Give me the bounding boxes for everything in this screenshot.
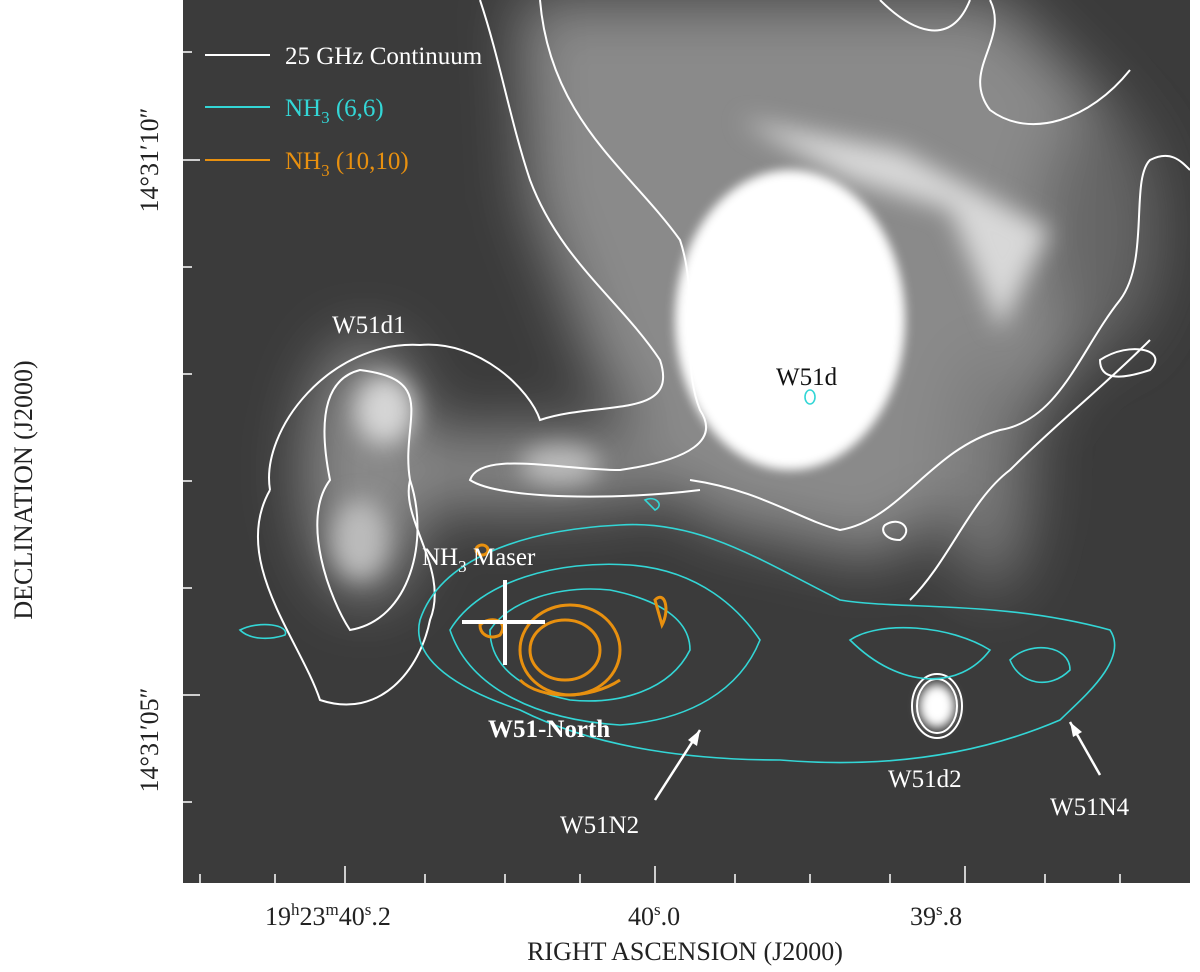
ticks bbox=[183, 51, 1121, 883]
x-tick-label: 40s.0 bbox=[628, 900, 680, 931]
y-tick-label: 14°31′05″ bbox=[135, 688, 164, 793]
legend-label: NH3 (6,6) bbox=[285, 95, 384, 127]
axes: 14°31′10″ 14°31′05″ DECLINATION (J2000) … bbox=[9, 108, 962, 966]
image bbox=[183, 0, 1190, 883]
annotation: W51d2 bbox=[888, 766, 962, 793]
annotation: NH3 Maser bbox=[422, 544, 536, 576]
annotation: W51N2 bbox=[560, 812, 639, 839]
annotation: W51d bbox=[776, 364, 838, 391]
y-tick-label: 14°31′10″ bbox=[135, 108, 164, 213]
x-axis-title: RIGHT ASCENSION (J2000) bbox=[527, 937, 843, 966]
x-tick-label: 39s.8 bbox=[910, 900, 962, 931]
annotation: W51-North bbox=[488, 716, 610, 743]
annotations: W51d1 W51d NH3 Maser W51-North W51d2 W51… bbox=[332, 312, 1130, 839]
x-tick-label: 19h23m40s.2 bbox=[265, 900, 391, 931]
legend-label: NH3 (10,10) bbox=[285, 148, 409, 180]
legend-label: 25 GHz Continuum bbox=[285, 43, 483, 70]
y-axis-title: DECLINATION (J2000) bbox=[9, 360, 38, 619]
annotation: W51d1 bbox=[332, 312, 406, 339]
annotation: W51N4 bbox=[1050, 794, 1130, 821]
legend: 25 GHz Continuum NH3 (6,6) NH3 (10,10) bbox=[205, 43, 483, 180]
